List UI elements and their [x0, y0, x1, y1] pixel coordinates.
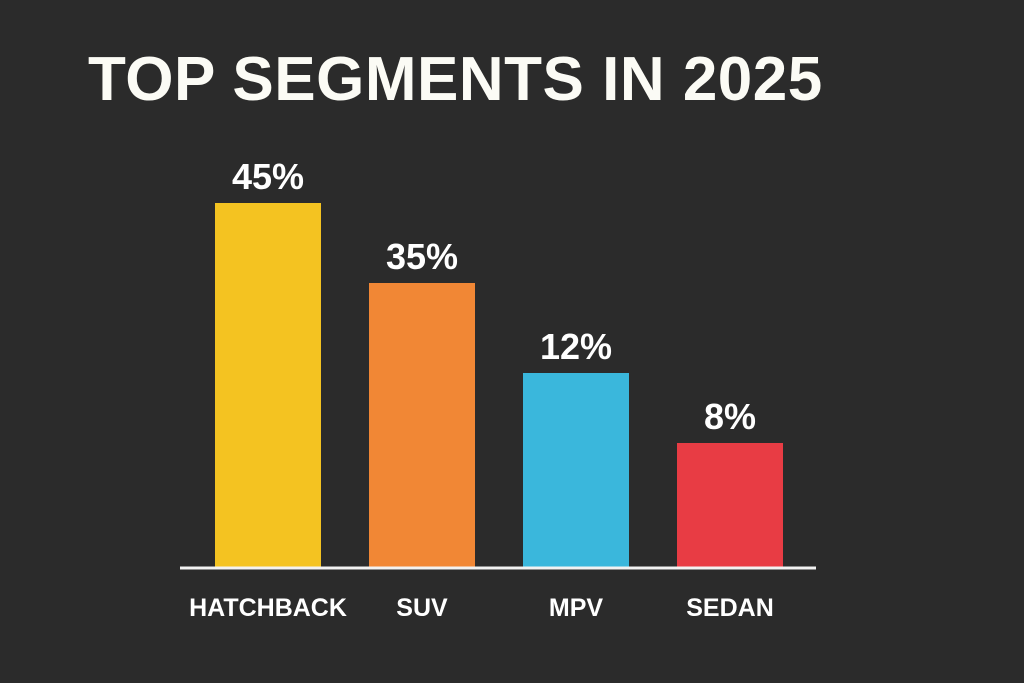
chart-title: TOP SEGMENTS IN 2025	[88, 45, 823, 114]
value-label-sedan: 8%	[704, 396, 756, 437]
bar-mpv	[523, 373, 629, 567]
category-label-sedan: SEDAN	[686, 594, 774, 622]
value-label-hatchback: 45%	[232, 156, 304, 197]
category-label-hatchback: HATCHBACK	[189, 594, 347, 622]
category-label-mpv: MPV	[549, 594, 604, 622]
value-label-suv: 35%	[386, 236, 458, 277]
category-label-suv: SUV	[396, 594, 448, 622]
bar-hatchback	[215, 203, 321, 567]
bar-sedan	[677, 443, 783, 567]
value-label-mpv: 12%	[540, 326, 612, 367]
bar-suv	[369, 283, 475, 567]
